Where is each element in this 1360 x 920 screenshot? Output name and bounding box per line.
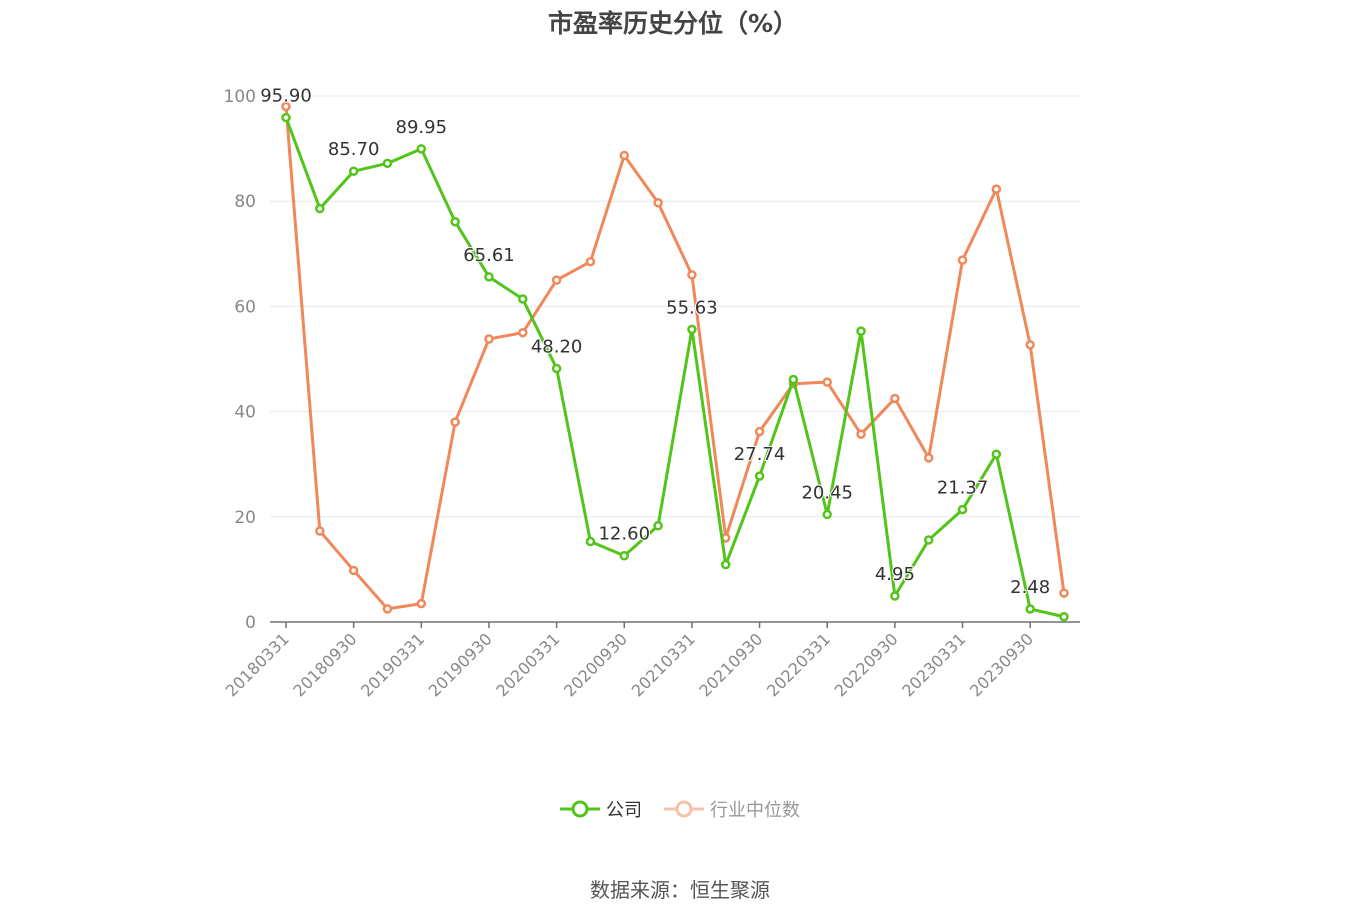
company-point [653,520,663,531]
industry-point [619,150,630,161]
series-lines [281,101,1069,622]
legend-company-marker-icon [560,800,600,818]
industry-point [822,377,832,387]
company-point [1025,604,1035,614]
data-label: 89.95 [396,117,448,138]
legend: 公司 行业中位数 [0,796,1360,822]
x-tick-label: 20220930 [831,629,902,700]
x-tick-label: 20220331 [763,629,834,700]
industry-point [923,453,934,463]
company-point [687,324,697,335]
x-tick-label: 20180930 [289,629,360,700]
company-point [619,550,630,561]
x-tick-label: 20200930 [560,629,631,700]
chart-title: 市盈率历史分位（%） [547,9,799,38]
industry-point [856,429,866,439]
x-tick-label: 20210930 [695,629,766,700]
company-point [957,504,968,515]
industry-point [450,417,460,427]
industry-point [518,327,528,338]
company-point [551,363,562,374]
series-line-company [284,117,1065,619]
data-label: 2.48 [1010,577,1050,598]
industry-point [281,101,291,112]
industry-point [382,604,393,614]
data-label: 27.74 [734,444,786,465]
data-label: 95.90 [260,86,312,107]
company-point [890,591,900,601]
data-label: 85.70 [328,139,380,160]
data-label: 12.60 [598,524,650,545]
data-label: 21.37 [937,478,989,499]
data-label: 48.20 [531,336,583,357]
x-tick-label: 20180331 [222,629,293,700]
industry-point [991,184,1002,194]
company-point [585,536,596,547]
industry-point [687,270,697,280]
company-point [518,294,528,304]
legend-industry-label: 行业中位数 [710,800,800,821]
company-point [788,374,799,385]
y-tick-label: 60 [234,297,256,317]
industry-point [551,275,562,285]
legend-item-industry[interactable]: 行业中位数 [664,796,800,822]
data-label: 4.95 [875,564,915,585]
industry-point [754,426,765,437]
company-point [754,471,765,481]
grid-lines [270,95,1080,518]
industry-point [1059,588,1069,598]
company-point [450,216,460,227]
data-source: 数据来源：恒生聚源 [590,878,770,902]
industry-point [1025,340,1035,350]
industry-point [653,198,663,208]
industry-point [890,393,900,404]
data-label: 55.63 [666,297,718,318]
series-line-industry [284,106,1066,611]
y-tick-label: 20 [234,508,256,528]
y-tick-label: 80 [234,192,256,212]
legend-industry-marker-icon [664,800,704,818]
data-label: 65.61 [463,245,515,266]
x-tick-label: 20230331 [898,629,969,700]
legend-item-company[interactable]: 公司 [560,796,642,822]
x-tick-label: 20230930 [966,629,1037,700]
industry-point [416,598,427,609]
company-point [416,144,427,154]
data-label: 20.45 [801,482,853,503]
x-tick-label: 20190930 [425,629,496,700]
industry-point [957,255,968,265]
company-point [348,166,359,176]
company-point [822,509,832,520]
data-labels: 95.90 85.70 89.95 65.61 48.20 12.60 55.63 27.74… [259,85,1051,599]
company-point [923,535,934,545]
company-point [1059,611,1069,622]
company-point [382,158,393,169]
x-tick-label: 20190331 [357,629,428,700]
industry-point [585,256,596,267]
company-point [991,449,1002,459]
industry-point [348,565,359,576]
industry-point [484,334,494,344]
company-point [484,272,494,282]
legend-company-label: 公司 [606,800,642,821]
x-tick-label: 20200331 [492,629,563,700]
industry-point [315,526,325,536]
company-point [315,203,325,214]
y-tick-label: 0 [245,613,256,633]
company-point [281,112,291,123]
y-tick-label: 100 [224,87,256,107]
y-tick-label: 40 [234,403,256,423]
company-point [856,326,866,336]
company-point [720,559,731,570]
axes: 0 20 40 60 80 100 2018033120180930201903312019… [222,87,1080,700]
x-tick-label: 20210331 [628,629,699,700]
